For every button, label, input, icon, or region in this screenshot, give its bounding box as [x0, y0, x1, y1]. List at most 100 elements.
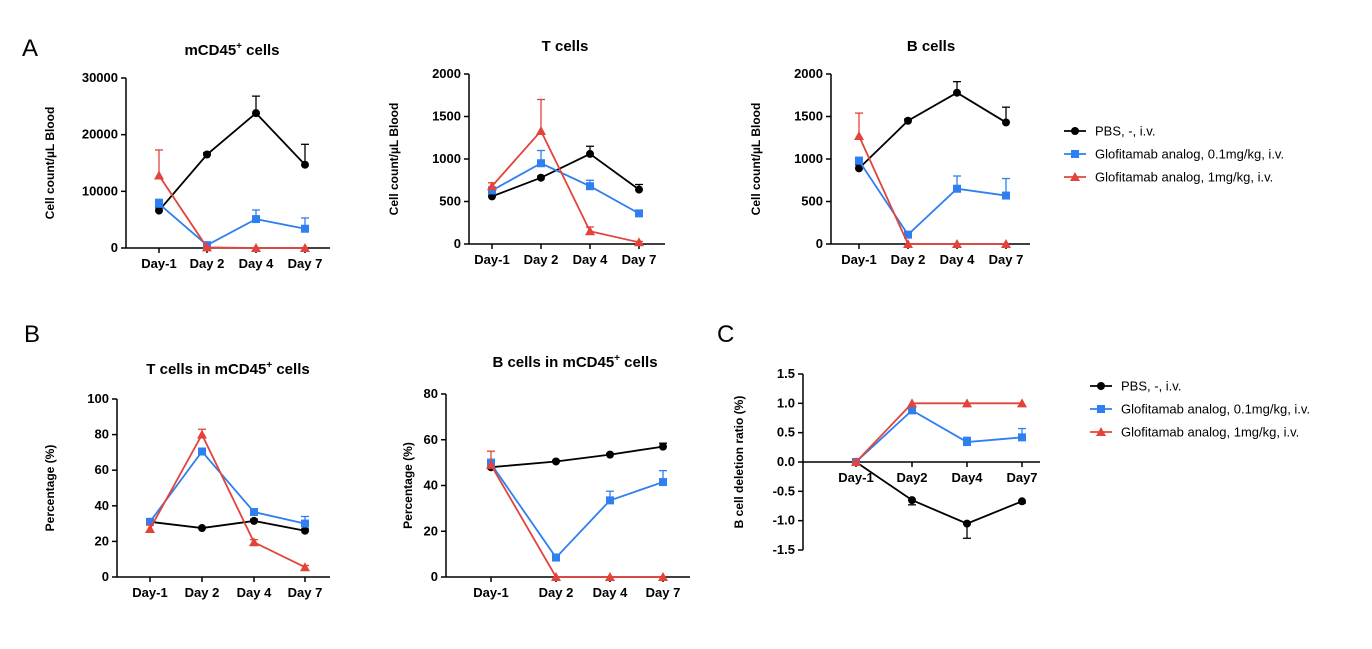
data-point — [658, 572, 668, 581]
series-line — [149, 520, 306, 532]
series-line — [149, 432, 306, 569]
series-3 — [854, 112, 1011, 248]
series-2 — [146, 447, 309, 528]
series-line — [491, 162, 640, 215]
legend-marker — [1071, 127, 1079, 135]
chart-title: T cells — [542, 38, 589, 55]
chart-6: -1.5 -1.0 -0.5 0.0 0.5 1.0 1.5 B cell deletion … — [732, 366, 1040, 557]
x-tick-label: Day7 — [1006, 470, 1037, 485]
legend-panel-a: PBS, -, i.v. Glofitamab analog, 0.1mg/kg,… — [1064, 124, 1284, 185]
x-tick-label: Day 4 — [593, 585, 628, 600]
data-point — [202, 242, 212, 252]
series-line — [855, 409, 1023, 463]
data-point — [963, 519, 971, 528]
y-tick-label: 1.0 — [777, 395, 795, 410]
data-point — [1002, 118, 1010, 127]
y-tick-label: 60 — [424, 432, 438, 447]
x-tick-label: Day-1 — [141, 256, 176, 271]
x-tick-label: Day 7 — [288, 585, 323, 600]
data-point — [251, 243, 261, 252]
x-tick-label: Day 7 — [622, 252, 657, 267]
y-tick-label: 500 — [439, 194, 461, 209]
data-point — [1018, 433, 1026, 442]
x-tick-label: Day 2 — [190, 256, 225, 271]
data-point — [301, 526, 309, 535]
y-tick-label: 40 — [95, 498, 109, 513]
y-tick-label: 40 — [424, 478, 438, 493]
legend-entry: Glofitamab analog, 1mg/kg, i.v. — [1121, 425, 1299, 440]
series-line — [490, 445, 664, 469]
data-point — [155, 206, 163, 215]
y-tick-label: 20000 — [82, 127, 118, 142]
data-point — [585, 226, 595, 236]
y-tick-label: 0 — [102, 569, 109, 584]
chart-title-main: B cells in mCD45 — [492, 354, 614, 371]
data-point — [904, 116, 912, 125]
y-tick-label: 0.0 — [777, 454, 795, 469]
series-3 — [851, 398, 1027, 466]
data-point — [854, 131, 864, 141]
chart-title-suffix: cells — [272, 361, 310, 378]
y-tick-label: 0 — [816, 236, 823, 251]
data-point — [1001, 239, 1011, 248]
chart-title-superscript: + — [236, 41, 242, 52]
chart-title: B cells in mCD45+ cells — [492, 353, 657, 371]
data-point — [908, 496, 916, 505]
y-tick-label: 60 — [95, 462, 109, 477]
x-tick-label: Day 7 — [989, 252, 1024, 267]
y-axis-label: B cell deletion ratio (%) — [732, 396, 746, 529]
y-tick-label: 20 — [95, 533, 109, 548]
series-line — [855, 402, 1022, 463]
legend-panel-c: PBS, -, i.v. Glofitamab analog, 0.1mg/kg,… — [1090, 379, 1310, 440]
chart-title-suffix: cells — [242, 42, 280, 59]
data-point — [250, 508, 258, 517]
series-line — [490, 464, 663, 578]
x-tick-label: Day 2 — [891, 252, 926, 267]
chart-title: T cells in mCD45+ cells — [146, 360, 309, 378]
legend-marker — [1096, 427, 1106, 436]
data-point — [146, 517, 154, 526]
data-point — [907, 398, 917, 408]
data-point — [486, 459, 496, 469]
series-1 — [155, 95, 309, 215]
data-point — [659, 442, 667, 451]
series-line — [158, 174, 305, 249]
legend-entry: Glofitamab analog, 0.1mg/kg, i.v. — [1095, 147, 1284, 162]
y-tick-label: 30000 — [82, 70, 118, 85]
data-point — [252, 215, 260, 224]
panel-label-a: A — [22, 35, 38, 62]
y-tick-label: 1000 — [432, 151, 461, 166]
data-point — [903, 239, 913, 248]
data-point — [659, 478, 667, 487]
y-tick-label: 1.5 — [777, 366, 795, 381]
y-tick-label: -0.5 — [773, 483, 795, 498]
series-line — [149, 450, 306, 525]
x-tick-label: Day 2 — [185, 585, 220, 600]
x-tick-label: Day 2 — [539, 585, 574, 600]
data-point — [962, 398, 972, 408]
chart-title-main: B cells — [907, 38, 955, 55]
data-point — [537, 173, 545, 182]
panel-label-b: B — [24, 321, 40, 348]
chart-5: B cells in mCD45+ cells 0 20 40 60 80 Percenta… — [401, 353, 690, 600]
data-point — [197, 429, 207, 439]
chart-title-superscript: + — [266, 360, 272, 371]
chart-title-main: T cells — [542, 38, 589, 55]
data-point — [1018, 497, 1026, 506]
series-1 — [855, 81, 1010, 173]
data-point — [605, 572, 615, 581]
data-point — [537, 159, 545, 168]
series-line — [491, 129, 640, 244]
legend-marker — [1070, 172, 1080, 181]
data-point — [606, 496, 614, 505]
data-point — [963, 438, 971, 447]
data-point — [249, 537, 259, 547]
y-tick-label: 1500 — [432, 109, 461, 124]
data-point — [908, 406, 916, 415]
legend-marker — [1071, 150, 1079, 158]
y-tick-label: -1.0 — [773, 513, 795, 528]
y-axis-label: Percentage (%) — [43, 445, 57, 532]
data-point — [487, 181, 497, 191]
data-point — [606, 450, 614, 459]
y-axis-label: Cell count/µL Blood — [387, 103, 401, 216]
